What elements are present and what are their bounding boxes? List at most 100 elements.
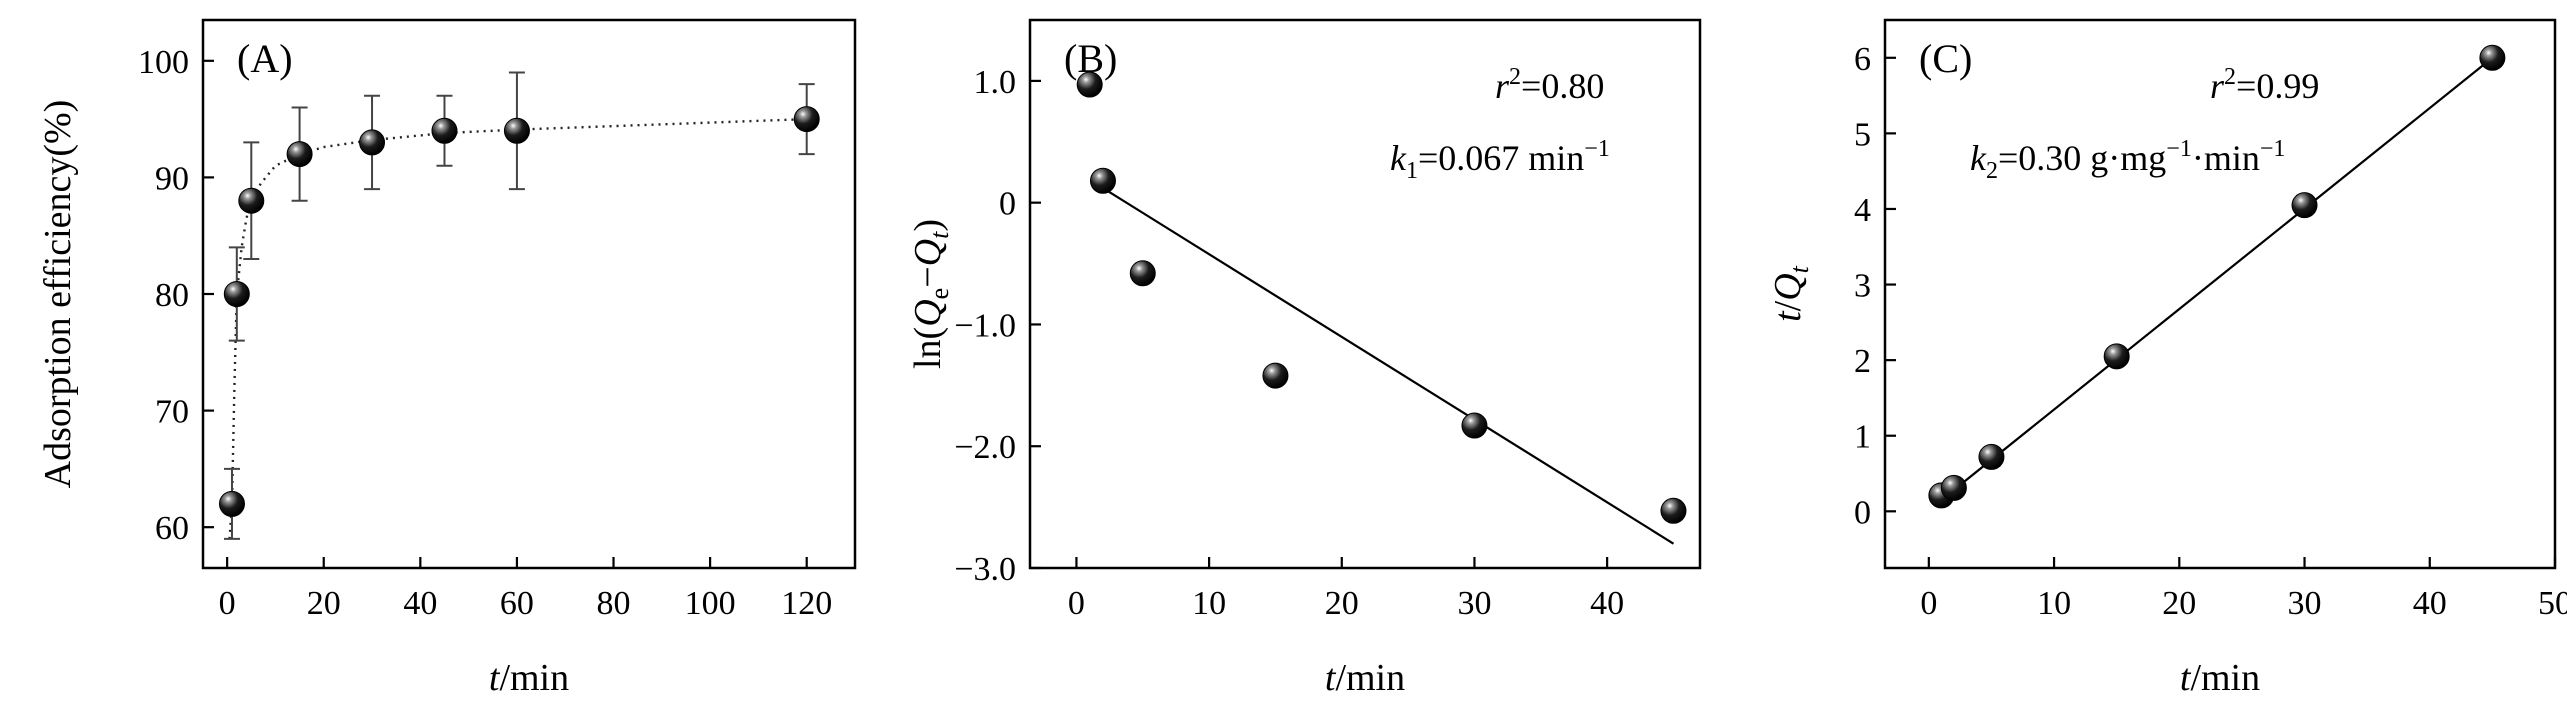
y-tick-label: 80 [155, 277, 189, 314]
text-run: −1 [2166, 136, 2192, 162]
annotation: k2=0.30 g·mg−1·min−1 [1970, 136, 2285, 184]
text-run: /min [499, 657, 569, 699]
data-point [1660, 497, 1687, 524]
y-tick-label: 100 [138, 44, 189, 81]
plot-frame [1883, 18, 2557, 570]
y-tick-label: 70 [155, 394, 189, 431]
data-point [2291, 192, 2318, 219]
fit-curve [228, 117, 807, 539]
text-run: r [2210, 66, 2225, 106]
fit-line [1102, 187, 1675, 545]
x-axis-label: t/min [1325, 657, 1405, 699]
text-run: / [1767, 300, 1809, 311]
y-tick-label: 1 [1854, 419, 1871, 456]
text-run: ·min [2192, 138, 2260, 178]
text-run: 1 [1406, 158, 1418, 184]
x-tick-label: 60 [500, 585, 534, 622]
y-tick-label: 0 [1854, 494, 1871, 531]
text-run: ln( [907, 327, 949, 369]
plot-frame [1028, 18, 1702, 570]
annotation: r2=0.99 [2210, 64, 2319, 106]
data-point [1076, 71, 1103, 98]
x-tick-label: 20 [2162, 585, 2196, 622]
panel-label: (C) [1919, 36, 1972, 81]
x-tick-label: 100 [685, 585, 736, 622]
data-point [1262, 362, 1289, 389]
y-axis-label: t/Qt [1767, 265, 1814, 322]
x-axis-label: t/min [2180, 657, 2260, 699]
text-run: k [1970, 138, 1987, 178]
x-tick-label: 30 [1457, 585, 1491, 622]
text-run: t [1325, 657, 1337, 699]
text-run: 2 [1986, 158, 1998, 184]
x-axis-label: t/min [489, 657, 569, 699]
y-tick-label: 3 [1854, 268, 1871, 305]
x-tick-label: 120 [781, 585, 832, 622]
y-tick-label: 90 [155, 160, 189, 197]
y-axis-label: ln(Qe−Qt) [907, 219, 954, 369]
text-run: 2 [2224, 64, 2236, 90]
panel-label: (A) [237, 36, 293, 81]
y-tick-label: 1.0 [974, 64, 1017, 101]
y-tick-label: 5 [1854, 116, 1871, 153]
data-point [286, 141, 313, 168]
x-tick-label: 0 [1920, 585, 1937, 622]
data-point [1978, 443, 2005, 470]
y-tick-label: 2 [1854, 343, 1871, 380]
x-tick-label: 40 [2413, 585, 2447, 622]
y-tick-label: 60 [155, 510, 189, 547]
panel-c: 0 10 20 30 40 500123456t/mint/Qt(C)r2=0.99k2=… [1767, 18, 2567, 699]
y-axis-label: Adsorption efficiency(%) [37, 100, 79, 489]
x-tick-label: 20 [307, 585, 341, 622]
x-tick-label: 30 [2288, 585, 2322, 622]
text-run: t [489, 657, 501, 699]
x-tick-label: 20 [1325, 585, 1359, 622]
text-run: Q [1767, 273, 1809, 300]
data-point [1940, 474, 1967, 501]
text-run: k [1390, 138, 1407, 178]
data-point [238, 187, 265, 214]
data-point [223, 281, 250, 307]
data-point [359, 129, 386, 156]
data-point [1089, 167, 1116, 194]
annotation: r2=0.80 [1495, 64, 1604, 106]
text-run: −1 [1584, 136, 1610, 162]
y-tick-label: −3.0 [954, 551, 1016, 588]
x-tick-label: 80 [597, 585, 631, 622]
text-run: r [1495, 66, 1510, 106]
text-run: =0.30 g·mg [1998, 138, 2166, 178]
text-run: =0.80 [1521, 66, 1604, 106]
annotation: k1=0.067 min−1 [1390, 136, 1610, 184]
text-run: Q [907, 299, 949, 326]
data-point [1129, 260, 1156, 287]
data-point [503, 117, 530, 144]
data-point [218, 490, 245, 517]
text-run: e [925, 288, 954, 300]
x-tick-label: 0 [219, 585, 236, 622]
text-run: 2 [1509, 64, 1521, 90]
text-run: Q [907, 239, 949, 266]
text-run: t [1767, 310, 1809, 322]
y-tick-label: 4 [1854, 192, 1871, 229]
text-run: =0.067 min [1418, 138, 1584, 178]
text-run: −1 [2260, 136, 2286, 162]
x-tick-label: 10 [1192, 585, 1226, 622]
x-tick-label: 10 [2037, 585, 2071, 622]
y-tick-label: 0 [999, 186, 1016, 223]
y-tick-label: −1.0 [954, 307, 1016, 344]
text-run: t [2180, 657, 2192, 699]
text-run: − [907, 266, 949, 287]
x-tick-label: 40 [1590, 585, 1624, 622]
x-tick-label: 50 [2538, 585, 2567, 622]
data-point [2103, 343, 2130, 370]
data-point [1461, 412, 1488, 439]
text-run: t [1785, 265, 1814, 273]
data-point [431, 117, 458, 144]
text-run: /min [1335, 657, 1405, 699]
panel-b: 0 10 20 30 401.00−1.0−2.0−3.0t/minln(Qe−Qt)(… [907, 18, 1702, 699]
y-tick-label: 6 [1854, 41, 1871, 78]
plot-frame [201, 18, 857, 570]
panel-a: 0 20 40 60 80 100 120 60 70 80 90 100 t/min Adsorptio… [37, 18, 857, 699]
x-tick-label: 40 [403, 585, 437, 622]
